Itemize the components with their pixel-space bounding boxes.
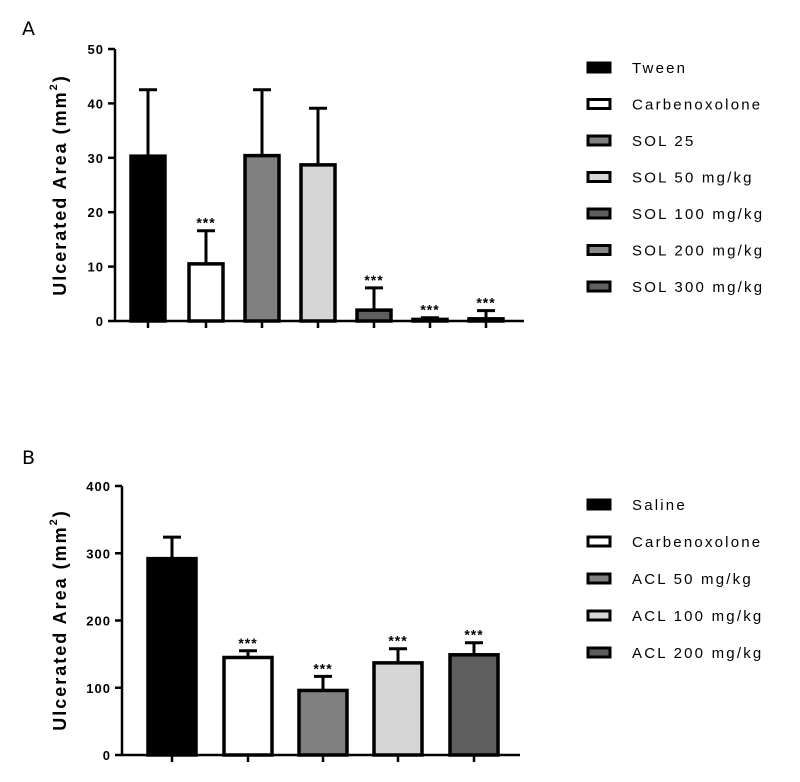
significance-label: *** — [464, 627, 483, 643]
legend-swatch — [586, 498, 612, 511]
legend-swatch — [586, 61, 612, 74]
significance-label: *** — [238, 635, 257, 651]
y-tick-label: 30 — [88, 151, 104, 166]
significance-label: *** — [313, 660, 332, 676]
y-axis-title-close: ) — [50, 74, 70, 82]
bar — [222, 655, 274, 757]
y-tick-label: 200 — [86, 614, 111, 629]
legend-label: SOL 300 mg/kg — [632, 279, 764, 296]
legend-label: SOL 100 mg/kg — [632, 206, 764, 223]
significance-label: *** — [388, 633, 407, 649]
panel-b: B 0 100 200 300 400 Ulcerated Area (mm2) *** ***… — [22, 447, 763, 763]
bar — [355, 308, 393, 323]
legend-swatch — [586, 609, 612, 622]
bar — [146, 556, 198, 757]
bar — [129, 154, 167, 323]
legend-label: ACL 200 mg/kg — [632, 645, 763, 662]
y-axis-title: Ulcerated Area (mm2) — [48, 509, 70, 731]
legend-swatch — [586, 244, 612, 256]
bar — [299, 163, 337, 323]
panel-letter: B — [22, 447, 35, 469]
legend-label: Carbenoxolone — [632, 534, 762, 551]
y-tick-label: 100 — [86, 681, 111, 696]
y-axis-title-main: Ulcerated Area (mm — [50, 90, 70, 295]
legend-label: Carbenoxolone — [632, 97, 762, 114]
legend-label: SOL 25 — [632, 133, 696, 150]
bar — [467, 317, 505, 323]
bar — [297, 688, 349, 757]
legend-swatch — [586, 98, 612, 110]
legend-swatch — [586, 535, 612, 548]
y-axis-title: Ulcerated Area (mm2) — [48, 74, 70, 296]
panel-letter: A — [22, 18, 35, 40]
bar — [448, 653, 500, 757]
significance-label: *** — [364, 272, 383, 288]
y-tick-label: 0 — [96, 314, 104, 329]
y-tick-label: 50 — [88, 42, 104, 57]
y-tick-label: 40 — [88, 96, 104, 111]
y-axis-title-superscript: 2 — [48, 517, 60, 525]
y-tick-label: 0 — [103, 748, 111, 763]
legend-swatch — [586, 207, 612, 220]
legend-label: SOL 200 mg/kg — [632, 243, 764, 260]
legend-label: Saline — [632, 497, 687, 514]
y-axis-title-superscript: 2 — [48, 82, 60, 90]
bar — [243, 153, 281, 323]
legend-label: ACL 50 mg/kg — [632, 571, 753, 588]
y-axis-title-main: Ulcerated Area (mm — [50, 525, 70, 730]
bar — [411, 317, 449, 323]
y-tick-label: 10 — [88, 260, 104, 275]
legend-label: SOL 50 mg/kg — [632, 170, 754, 187]
significance-label: *** — [196, 215, 215, 231]
y-tick-label: 20 — [88, 205, 104, 220]
legend-label: Tween — [632, 60, 687, 77]
y-axis-title-close: ) — [50, 509, 70, 517]
y-tick-label: 400 — [86, 479, 111, 494]
bar — [372, 661, 424, 757]
legend-swatch — [586, 646, 612, 659]
legend-swatch — [586, 280, 612, 293]
significance-label: *** — [420, 302, 439, 318]
bar — [187, 262, 225, 323]
y-tick-label: 300 — [86, 546, 111, 561]
legend-swatch — [586, 572, 612, 585]
panel-a: A 0 10 20 30 40 50 Ulcerated Area (mm2) *** *** **… — [22, 18, 764, 329]
legend-label: ACL 100 mg/kg — [632, 608, 763, 625]
legend-swatch — [586, 134, 612, 147]
legend-swatch — [586, 171, 612, 183]
significance-label: *** — [476, 295, 495, 311]
